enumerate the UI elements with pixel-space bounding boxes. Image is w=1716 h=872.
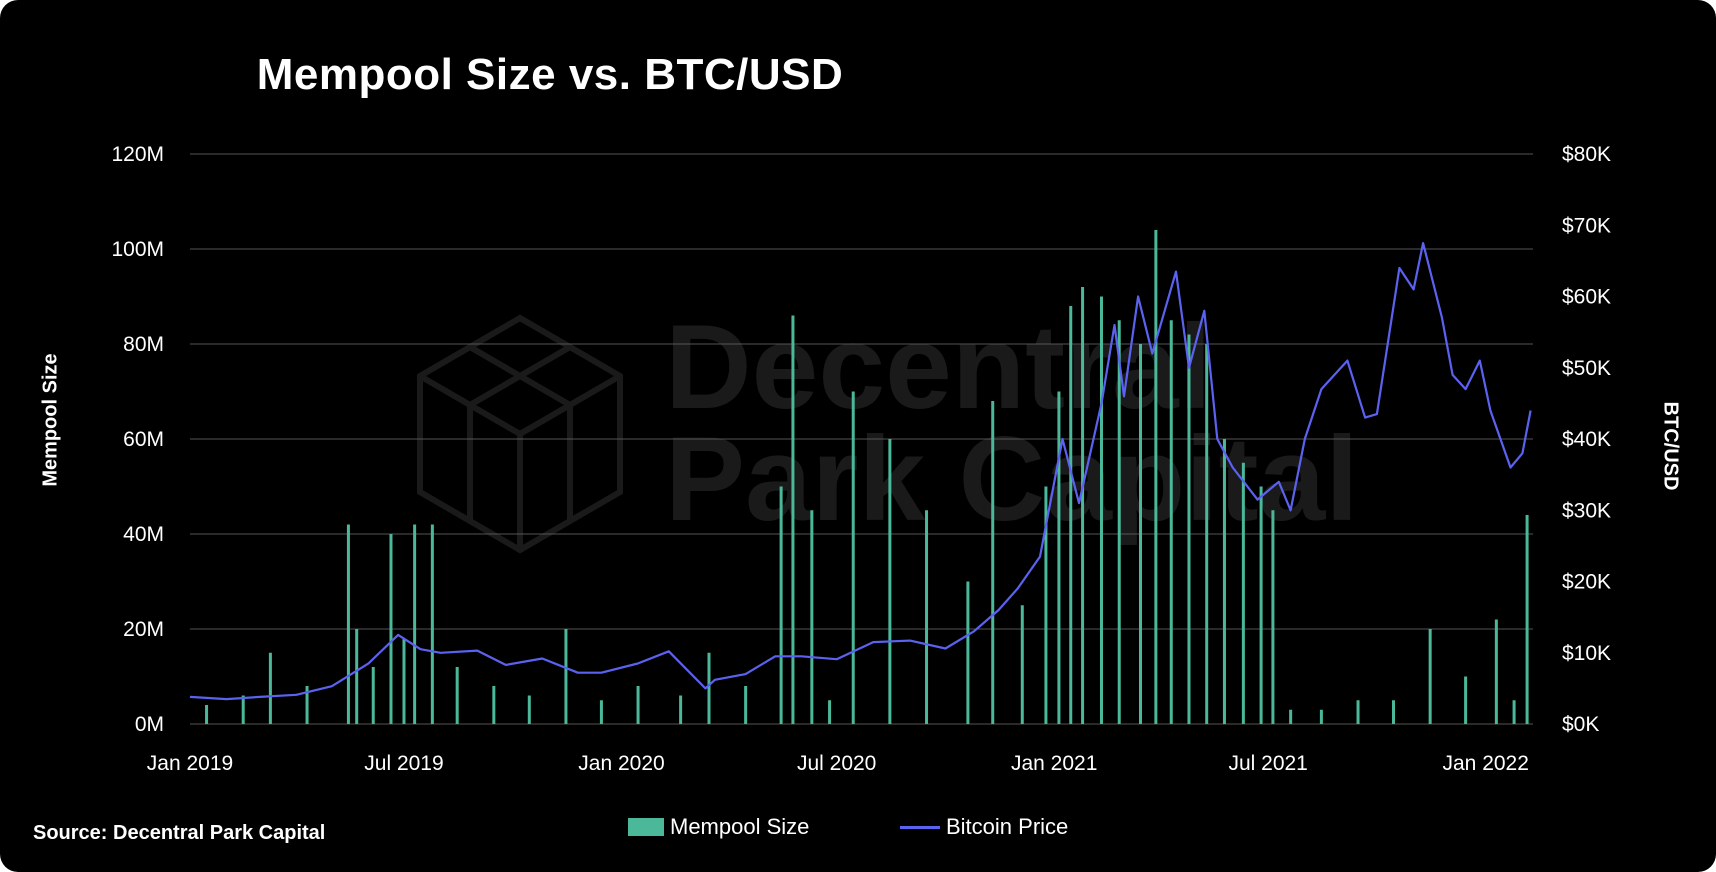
- legend-label-mempool: Mempool Size: [670, 814, 810, 839]
- left-tick-label: 120M: [111, 143, 164, 166]
- mempool-bar: [1020, 605, 1024, 724]
- mempool-bar: [1356, 700, 1360, 724]
- mempool-bar: [991, 401, 995, 724]
- mempool-bar: [1154, 230, 1158, 724]
- mempool-bar: [205, 705, 209, 724]
- watermark-logo-line: [418, 373, 622, 438]
- mempool-bars: [189, 230, 1531, 724]
- right-tick-label: $20K: [1562, 571, 1611, 594]
- mempool-bar: [925, 510, 929, 724]
- source-note: Source: Decentral Park Capital: [33, 822, 326, 844]
- mempool-bar: [966, 581, 970, 724]
- mempool-bar: [1259, 486, 1263, 724]
- mempool-bar: [1139, 344, 1143, 724]
- right-tick-label: $40K: [1562, 428, 1611, 451]
- mempool-bar: [402, 638, 406, 724]
- mempool-bar: [1289, 709, 1293, 724]
- mempool-bar: [1271, 510, 1275, 724]
- mempool-bar: [1319, 709, 1323, 724]
- mempool-bar: [355, 629, 359, 724]
- left-axis-label: Mempool Size: [39, 353, 62, 487]
- left-tick-label: 60M: [123, 428, 164, 451]
- mempool-bar: [1241, 462, 1245, 724]
- watermark-logo-line: [468, 344, 573, 521]
- mempool-bar: [744, 686, 748, 724]
- x-tick-label: Jan 2020: [578, 752, 664, 775]
- mempool-bar: [1205, 344, 1209, 724]
- mempool-bar: [1169, 320, 1173, 724]
- mempool-bar: [1391, 700, 1395, 724]
- mempool-bar: [779, 486, 783, 724]
- mempool-bar: [1464, 676, 1468, 724]
- bitcoin-price-line: [189, 242, 1532, 701]
- mempool-bar: [851, 391, 855, 724]
- mempool-bar: [371, 667, 375, 724]
- mempool-bar: [1044, 486, 1048, 724]
- left-axis-ticks: 0M 20M 40M 60M 80M 100M 120M: [111, 143, 164, 736]
- mempool-bar: [241, 695, 245, 724]
- mempool-bar: [828, 700, 832, 724]
- x-axis-ticks: Jan 2019 Jul 2019 Jan 2020 Jul 2020 Jan 2021…: [147, 752, 1529, 775]
- right-tick-label: $50K: [1562, 357, 1611, 380]
- mempool-bar: [413, 524, 417, 724]
- mempool-bar: [455, 667, 459, 724]
- right-tick-label: $60K: [1562, 286, 1611, 309]
- right-tick-label: $70K: [1562, 214, 1611, 237]
- mempool-bar: [636, 686, 640, 724]
- left-tick-label: 80M: [123, 333, 164, 356]
- right-tick-label: $0K: [1562, 713, 1599, 736]
- mempool-bar: [430, 524, 434, 724]
- mempool-bar: [1099, 296, 1103, 724]
- mempool-bar: [599, 700, 603, 724]
- mempool-bar: [791, 315, 795, 724]
- x-tick-label: Jul 2019: [364, 752, 443, 775]
- x-tick-label: Jan 2021: [1011, 752, 1097, 775]
- mempool-bar: [346, 524, 350, 724]
- x-tick-label: Jan 2022: [1443, 752, 1529, 775]
- mempool-bar: [1187, 334, 1191, 724]
- x-tick-label: Jan 2019: [147, 752, 233, 775]
- right-tick-label: $10K: [1562, 642, 1611, 665]
- mempool-bar: [492, 686, 496, 724]
- chart-title: Mempool Size vs. BTC/USD: [256, 50, 844, 99]
- mempool-bar: [1512, 700, 1516, 724]
- left-tick-label: 100M: [111, 238, 164, 261]
- mempool-bar: [888, 439, 892, 724]
- mempool-bar: [1525, 515, 1529, 724]
- mempool-bar: [305, 686, 309, 724]
- x-tick-label: Jul 2021: [1228, 752, 1307, 775]
- mempool-bar: [1117, 320, 1121, 724]
- legend-label-bitcoin-price: Bitcoin Price: [946, 814, 1069, 839]
- watermark-text: Park Capital: [665, 412, 1359, 546]
- mempool-bar: [1494, 619, 1498, 724]
- legend-swatch-bitcoin-price: [900, 825, 940, 829]
- right-axis-ticks: $0K $10K $20K $30K $40K $50K $60K $70K $80K: [1562, 143, 1611, 736]
- mempool-bar: [389, 534, 393, 724]
- x-tick-label: Jul 2020: [797, 752, 876, 775]
- mempool-bar: [1057, 391, 1061, 724]
- left-tick-label: 40M: [123, 523, 164, 546]
- right-axis-label: BTC/USD: [1659, 401, 1682, 491]
- mempool-bar: [707, 652, 711, 724]
- left-tick-label: 20M: [123, 618, 164, 641]
- mempool-bar: [527, 695, 531, 724]
- mempool-bar: [1428, 629, 1432, 724]
- mempool-bar: [268, 652, 272, 724]
- watermark-logo-line: [467, 344, 572, 521]
- legend-item-bitcoin-price: Bitcoin Price: [900, 813, 1068, 841]
- mempool-bar: [1222, 439, 1226, 724]
- legend-item-mempool: Mempool Size: [628, 813, 809, 841]
- mempool-bar: [679, 695, 683, 724]
- left-tick-label: 0M: [135, 713, 164, 736]
- right-tick-label: $30K: [1562, 499, 1611, 522]
- legend-swatch-mempool: [628, 818, 664, 836]
- mempool-bar: [1069, 306, 1073, 724]
- mempool-bar: [564, 629, 568, 724]
- right-tick-label: $80K: [1562, 143, 1611, 166]
- mempool-bar: [810, 510, 814, 724]
- mempool-bar: [1081, 287, 1085, 724]
